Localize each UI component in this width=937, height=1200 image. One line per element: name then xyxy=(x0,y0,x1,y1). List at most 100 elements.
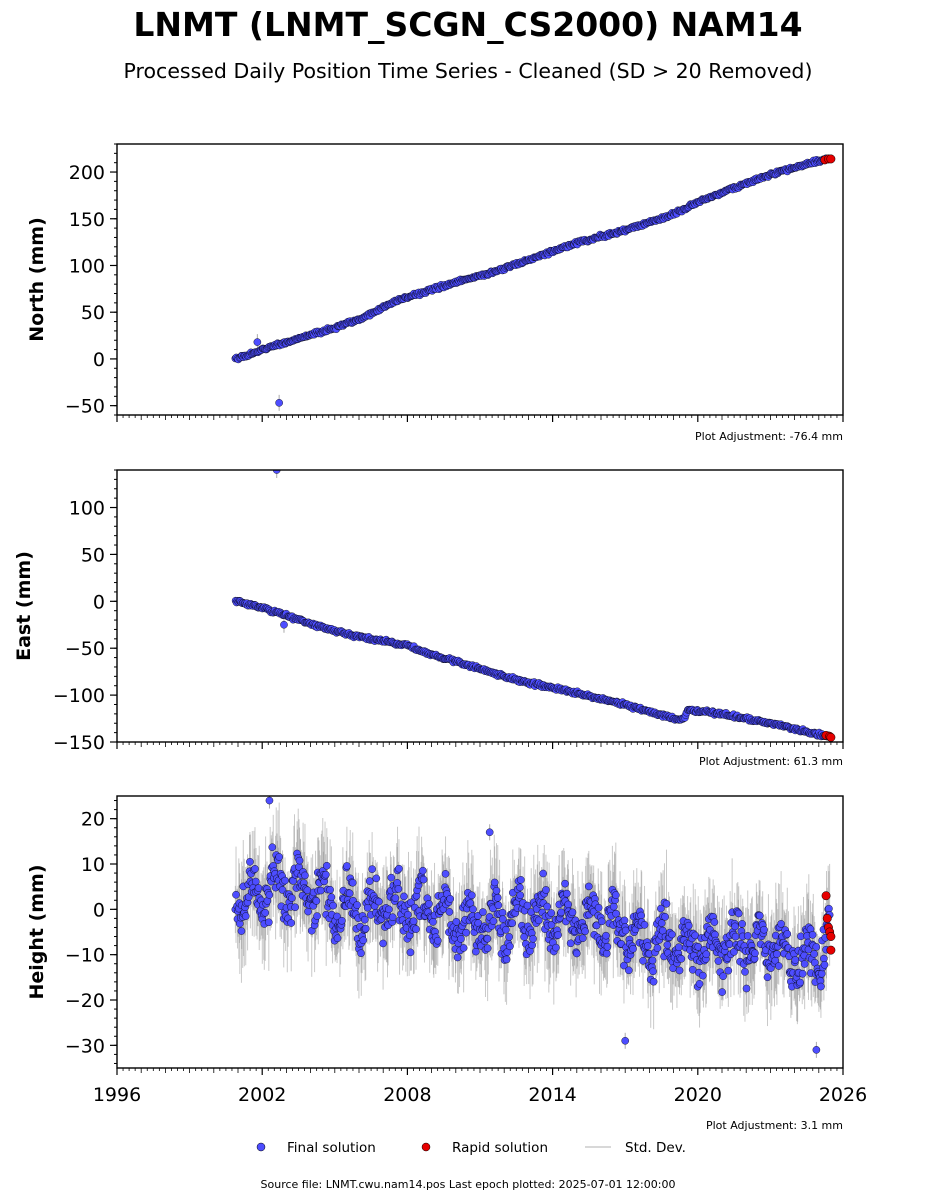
x-axis: 1996 2002 2008 2014 2020 2026 xyxy=(93,1068,867,1106)
final-point xyxy=(763,973,772,982)
final-point xyxy=(812,943,821,951)
final-point xyxy=(508,919,516,927)
final-point xyxy=(783,930,792,938)
final-point xyxy=(505,933,513,941)
final-point xyxy=(725,940,734,948)
final-point xyxy=(798,969,807,978)
y-tick-label: −30 xyxy=(65,1035,105,1057)
rapid-points xyxy=(820,154,836,165)
final-point xyxy=(653,944,662,952)
plot-area xyxy=(231,470,836,742)
final-point xyxy=(800,960,809,968)
final-point xyxy=(563,889,571,898)
final-point xyxy=(710,918,719,926)
final-point xyxy=(409,917,418,926)
final-point xyxy=(629,945,637,953)
final-point xyxy=(252,877,260,886)
final-point xyxy=(363,903,372,912)
final-point xyxy=(368,865,376,873)
final-point xyxy=(490,878,499,887)
panel-1: −50 0 50 100 150 200 North (mm) Plot Adjustment… xyxy=(26,143,844,443)
final-point xyxy=(557,908,565,917)
final-point xyxy=(612,909,620,918)
final-point xyxy=(241,912,250,920)
final-point xyxy=(459,944,468,952)
final-point xyxy=(568,908,577,917)
final-point xyxy=(469,905,477,914)
y-tick-label: 0 xyxy=(93,899,105,921)
final-point xyxy=(338,916,346,925)
final-point xyxy=(564,900,572,909)
final-point xyxy=(361,924,370,933)
final-point xyxy=(506,942,514,951)
y-tick-label: 50 xyxy=(81,302,105,324)
final-point xyxy=(445,908,454,916)
final-point xyxy=(365,877,374,885)
final-point xyxy=(662,900,671,908)
final-point xyxy=(724,966,733,975)
y-tick-label: −150 xyxy=(53,732,105,754)
final-point xyxy=(360,915,369,924)
final-point xyxy=(743,932,752,940)
legend-final-label: Final solution xyxy=(287,1140,376,1156)
y-tick-label: −50 xyxy=(65,638,105,660)
final-point xyxy=(603,942,612,951)
outlier-point xyxy=(272,470,281,474)
plot-adjustment-label: Plot Adjustment: -76.4 mm xyxy=(695,430,843,443)
y-tick-label: 100 xyxy=(69,255,105,277)
final-point xyxy=(579,934,587,943)
final-point xyxy=(313,912,321,920)
final-point xyxy=(312,897,321,905)
final-point xyxy=(433,936,442,945)
final-point xyxy=(479,908,487,916)
final-points xyxy=(231,796,834,1054)
final-point xyxy=(287,919,296,927)
final-point xyxy=(581,927,589,936)
final-point xyxy=(516,891,525,900)
final-point xyxy=(661,913,669,921)
final-point xyxy=(446,895,454,903)
chart-title: LNMT (LNMT_SCGN_CS2000) NAM14 xyxy=(133,5,802,44)
final-point xyxy=(317,886,325,895)
final-point xyxy=(343,862,351,870)
rapid-point xyxy=(826,932,836,941)
final-point xyxy=(547,909,556,917)
final-point xyxy=(714,957,723,965)
final-point xyxy=(472,947,480,956)
plot-adjustment-label: Plot Adjustment: 61.3 mm xyxy=(699,755,843,768)
final-point xyxy=(345,889,354,898)
final-point xyxy=(483,934,492,943)
y-tick-label: 50 xyxy=(81,544,105,566)
y-tick-label: 200 xyxy=(69,162,105,184)
final-point xyxy=(668,930,676,939)
final-point xyxy=(774,962,783,970)
final-point xyxy=(777,920,785,928)
final-point xyxy=(730,948,738,956)
outlier-point xyxy=(265,796,274,805)
outlier-point xyxy=(812,1046,821,1054)
final-point xyxy=(602,931,610,940)
final-point xyxy=(407,898,415,907)
final-point xyxy=(498,908,507,917)
final-point xyxy=(493,893,502,902)
x-axis xyxy=(116,415,844,422)
x-tick-label: 2008 xyxy=(383,1084,431,1106)
final-point xyxy=(534,916,543,925)
rapid-points xyxy=(821,891,836,955)
final-point xyxy=(468,891,476,900)
final-point xyxy=(741,968,749,976)
final-point xyxy=(639,957,647,965)
x-tick-label: 1996 xyxy=(93,1084,141,1106)
final-point xyxy=(731,922,739,931)
rapid-point xyxy=(822,913,832,923)
final-point xyxy=(640,921,649,929)
x-tick-label: 2014 xyxy=(528,1084,576,1106)
final-point xyxy=(321,870,330,879)
final-point xyxy=(594,903,603,912)
final-point xyxy=(326,885,334,894)
plot-frame xyxy=(116,469,844,743)
final-point xyxy=(734,909,743,918)
rapid-point xyxy=(826,945,836,955)
